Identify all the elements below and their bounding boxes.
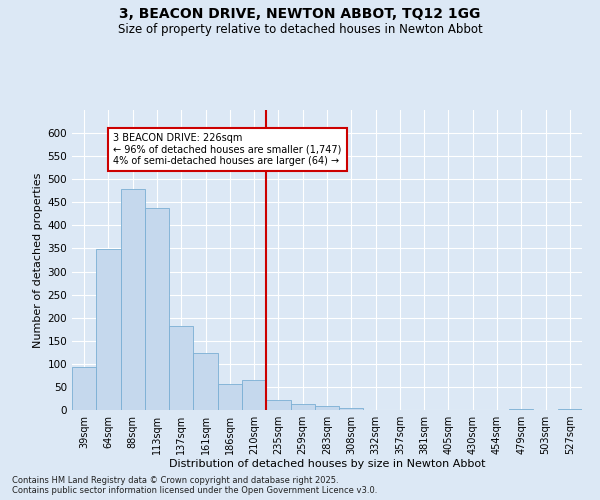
X-axis label: Distribution of detached houses by size in Newton Abbot: Distribution of detached houses by size … (169, 458, 485, 468)
Bar (218, 384, 242, 410)
Bar (290, 404, 315, 410)
Bar (266, 400, 290, 410)
Bar (558, 408, 582, 410)
Text: Contains HM Land Registry data © Crown copyright and database right 2025.
Contai: Contains HM Land Registry data © Crown c… (12, 476, 377, 495)
Text: 3, BEACON DRIVE, NEWTON ABBOT, TQ12 1GG: 3, BEACON DRIVE, NEWTON ABBOT, TQ12 1GG (119, 8, 481, 22)
Bar (121, 190, 145, 410)
Bar (193, 353, 218, 410)
Bar (242, 380, 266, 410)
Bar (509, 409, 533, 410)
Y-axis label: Number of detached properties: Number of detached properties (33, 172, 43, 348)
Bar (315, 406, 339, 410)
Bar (339, 408, 364, 410)
Bar (145, 208, 169, 410)
Bar (72, 367, 96, 410)
Text: 3 BEACON DRIVE: 226sqm
← 96% of detached houses are smaller (1,747)
4% of semi-d: 3 BEACON DRIVE: 226sqm ← 96% of detached… (113, 133, 341, 166)
Text: Size of property relative to detached houses in Newton Abbot: Size of property relative to detached ho… (118, 22, 482, 36)
Bar (96, 250, 121, 410)
Bar (169, 326, 193, 410)
